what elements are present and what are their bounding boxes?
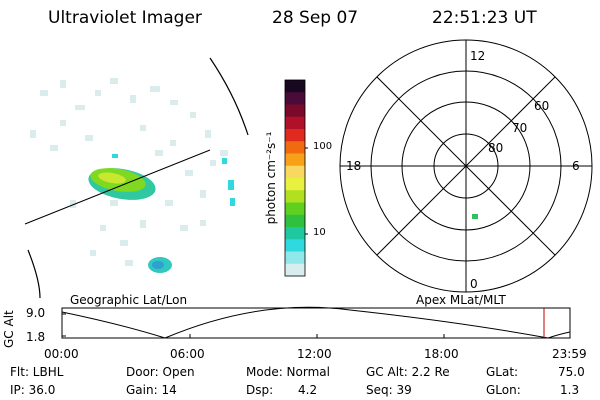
colorbar-cell xyxy=(285,227,305,240)
terminator-line xyxy=(24,149,211,225)
auroral-cyan-spots xyxy=(112,154,235,206)
info-glon-value: 1.3 xyxy=(560,383,580,397)
auroral-spot-lower-core xyxy=(152,261,164,269)
header-date: 28 Sep 07 xyxy=(272,8,359,28)
info-gain: Gain: 14 xyxy=(126,383,177,397)
colorbar-cell xyxy=(285,202,305,216)
header-time: 22:51:23 UT xyxy=(432,8,537,28)
mlt-label-12: 12 xyxy=(470,49,485,63)
colorbar-cell xyxy=(285,214,305,228)
timeline-plot xyxy=(61,306,571,339)
info-mode: Mode: Normal xyxy=(246,365,330,379)
timeline-x-tick-0600: 06:00 xyxy=(170,347,205,361)
altitude-curve xyxy=(61,306,571,339)
colorbar-cell xyxy=(285,80,305,93)
instrument-title: Ultraviolet Imager xyxy=(48,8,202,28)
colorbar-cell xyxy=(285,104,305,118)
info-dsp-value: 4.2 xyxy=(298,383,318,397)
timeline-x-tick-1800: 18:00 xyxy=(424,347,459,361)
colorbar-cell xyxy=(285,263,305,277)
timeline-right-label: Apex MLat/MLT xyxy=(416,293,506,307)
colorbar-gradient xyxy=(285,80,305,277)
colorbar-cell xyxy=(285,92,305,105)
lat-label-70: 70 xyxy=(512,121,527,135)
lat-label-60: 60 xyxy=(534,99,549,113)
timeline-x-tick-2359: 23:59 xyxy=(552,347,587,361)
info-seq: Seq: 39 xyxy=(366,383,412,397)
limb-arc-top-right xyxy=(209,57,249,136)
limb-arc-bottom-left xyxy=(27,249,41,299)
info-glat-value: 75.0 xyxy=(558,365,585,379)
info-gc-alt: GC Alt: 2.2 Re xyxy=(366,365,450,379)
timeline-y-tick-9: 9.0 xyxy=(26,306,46,320)
colorbar-cell xyxy=(285,251,305,265)
timeline-left-label: Geographic Lat/Lon xyxy=(70,293,188,307)
lat-label-80: 80 xyxy=(488,141,503,155)
info-glon-label: GLon: xyxy=(486,383,521,397)
colorbar-unit-label: photon cm⁻²s⁻¹ xyxy=(264,131,278,224)
colorbar-cell xyxy=(285,190,305,203)
colorbar-cell xyxy=(285,129,305,142)
info-dsp-label: Dsp: xyxy=(246,383,274,397)
info-flt: Flt: LBHL xyxy=(10,365,64,379)
info-ip: IP: 36.0 xyxy=(10,383,56,397)
auroral-peak-region xyxy=(98,172,126,184)
colorbar-cell xyxy=(285,116,305,130)
colorbar-tick-label-100: 100 xyxy=(313,141,333,152)
colorbar-cell xyxy=(285,141,305,154)
mlt-label-6: 6 xyxy=(572,159,580,173)
info-door: Door: Open xyxy=(126,365,195,379)
mlt-label-18: 18 xyxy=(346,159,361,173)
mlt-label-0: 0 xyxy=(470,277,478,291)
info-glat-label: GLat: xyxy=(486,365,519,379)
polar-emission-spot xyxy=(472,214,478,219)
colorbar-cell xyxy=(285,165,305,179)
polar-plot: 12 0 18 6 60 70 80 xyxy=(339,39,593,293)
auroral-speckle-field xyxy=(30,78,228,266)
colorbar-cell xyxy=(285,178,305,191)
colorbar-tick-label-10: 10 xyxy=(313,227,326,238)
timeline-x-tick-1200: 12:00 xyxy=(297,347,332,361)
timeline-y-tick-1.8: 1.8 xyxy=(26,330,46,344)
auroral-image xyxy=(24,57,249,299)
polar-diagonal-2 xyxy=(376,76,556,256)
colorbar-cell xyxy=(285,239,305,252)
timeline-frame xyxy=(61,307,571,339)
colorbar: photon cm⁻²s⁻¹ xyxy=(264,79,308,277)
timeline-x-tick-0000: 00:00 xyxy=(44,347,79,361)
colorbar-cell xyxy=(285,153,305,167)
timeline-x-ticks xyxy=(189,334,445,338)
colorbar-frame xyxy=(284,79,306,277)
